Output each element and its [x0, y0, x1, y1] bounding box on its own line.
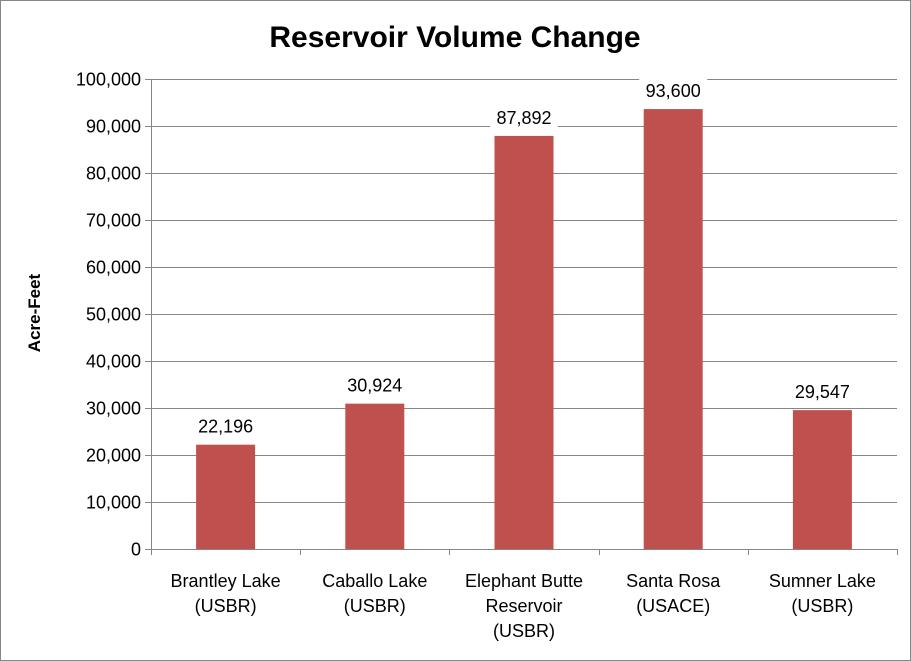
category-label-line: Elephant Butte	[465, 571, 583, 591]
bar	[792, 410, 852, 549]
category-label: Brantley Lake (USBR)	[171, 571, 281, 616]
data-labels: 22,196 30,924 87,892 93,600 29,547	[191, 78, 857, 438]
category-label-line: Caballo Lake	[322, 571, 427, 591]
category-label: Caballo Lake (USBR)	[322, 571, 427, 616]
y-tick-label: 70,000	[86, 211, 141, 231]
y-tick-label: 30,000	[86, 399, 141, 419]
y-tick-label: 80,000	[86, 164, 141, 184]
data-label-bg	[490, 104, 558, 129]
y-tick-label: 20,000	[86, 446, 141, 466]
category-label-line: (USBR)	[195, 596, 257, 616]
data-label: 30,924	[347, 376, 402, 396]
bars	[196, 109, 852, 549]
category-label: Elephant Butte Reservoir (USBR)	[465, 571, 583, 641]
data-label-bg	[340, 372, 409, 397]
bar	[196, 444, 256, 549]
y-tick-label: 100,000	[76, 70, 141, 90]
data-label: 93,600	[646, 81, 701, 101]
bar	[345, 403, 405, 549]
category-label-line: Sumner Lake	[769, 571, 876, 591]
data-label: 22,196	[198, 417, 253, 437]
category-label-line: Santa Rosa	[626, 571, 721, 591]
y-tick-label: 40,000	[86, 352, 141, 372]
category-label-line: (USBR)	[791, 596, 853, 616]
category-label: Santa Rosa (USACE)	[626, 571, 721, 616]
category-label-line: Reservoir	[485, 596, 562, 616]
category-label-line: (USACE)	[636, 596, 710, 616]
category-label: Sumner Lake (USBR)	[769, 571, 876, 616]
data-label: 29,547	[795, 382, 850, 402]
chart-title: Reservoir Volume Change	[269, 21, 640, 54]
category-label-line: Brantley Lake	[171, 571, 281, 591]
bar	[643, 109, 703, 549]
axes	[145, 79, 898, 555]
data-label-bg	[191, 413, 260, 438]
category-labels: Brantley Lake (USBR)Caballo Lake (USBR)Ele…	[171, 571, 876, 641]
y-tick-label: 50,000	[86, 305, 141, 325]
data-label: 87,892	[496, 108, 551, 128]
data-label-bg	[788, 379, 857, 404]
y-tick-label: 60,000	[86, 258, 141, 278]
bar	[494, 135, 554, 549]
category-label-line: (USBR)	[493, 621, 555, 641]
y-tick-label: 0	[131, 540, 141, 560]
category-label-line: (USBR)	[344, 596, 406, 616]
y-axis-label: Acre-Feet	[25, 273, 44, 352]
y-tick-label: 90,000	[86, 117, 141, 137]
data-label-bg	[639, 78, 708, 103]
y-tick-label: 10,000	[86, 493, 141, 513]
y-tick-labels: 0 10,000 20,000 30,000 40,000 50,000 60,000 70,…	[76, 70, 141, 560]
